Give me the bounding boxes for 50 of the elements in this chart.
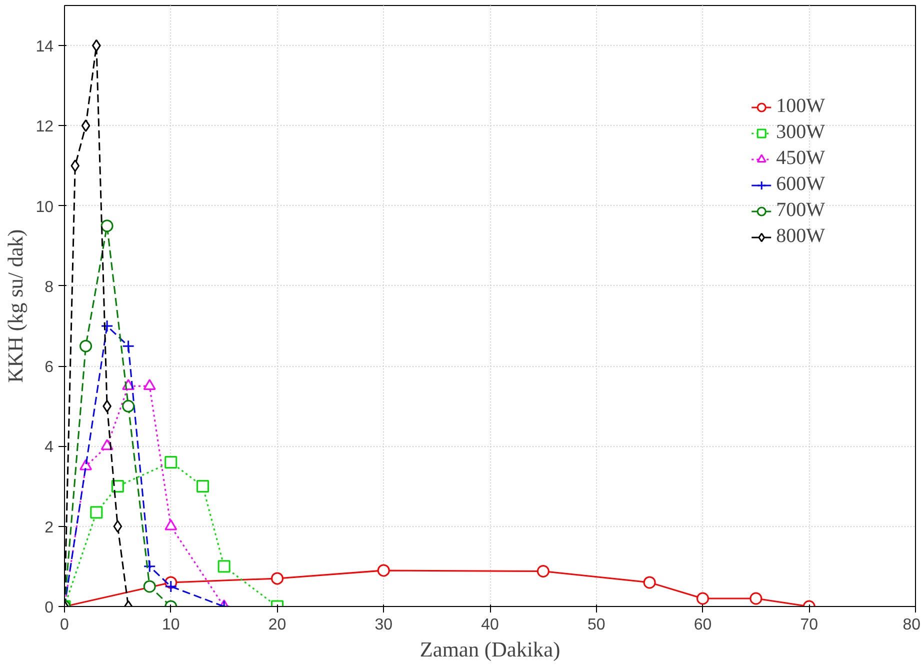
legend-label: 700W bbox=[776, 199, 825, 222]
point bbox=[643, 576, 656, 589]
point bbox=[70, 160, 80, 172]
point bbox=[81, 119, 90, 132]
point bbox=[164, 519, 178, 530]
point bbox=[111, 480, 124, 493]
y-tick-label: 4 bbox=[44, 439, 54, 456]
x-tick-label: 50 bbox=[587, 616, 606, 634]
point bbox=[696, 592, 709, 605]
point bbox=[100, 220, 114, 232]
point bbox=[80, 340, 92, 352]
point bbox=[164, 456, 178, 469]
point bbox=[164, 580, 178, 593]
point bbox=[90, 506, 103, 519]
x-tick-label: 30 bbox=[374, 616, 393, 634]
y-tick-label: 14 bbox=[36, 38, 54, 56]
point bbox=[122, 400, 135, 412]
x-tick-label: 60 bbox=[694, 616, 712, 634]
point bbox=[377, 564, 390, 577]
point bbox=[122, 340, 135, 352]
point bbox=[113, 520, 122, 533]
y-axis-title: KKH (kg su/ dak) bbox=[4, 229, 28, 383]
point bbox=[92, 39, 101, 52]
point bbox=[143, 580, 156, 593]
point bbox=[218, 560, 230, 573]
legend-label: 300W bbox=[776, 121, 825, 144]
x-tick-label: 20 bbox=[268, 616, 286, 634]
point bbox=[143, 560, 156, 573]
legend-label: 450W bbox=[776, 147, 825, 170]
legend-label: 600W bbox=[776, 173, 825, 196]
x-axis-title: Zaman (Dakika) bbox=[420, 638, 560, 662]
point bbox=[536, 565, 550, 578]
legend-label: 800W bbox=[776, 225, 825, 248]
x-tick-label: 10 bbox=[162, 616, 180, 634]
point bbox=[196, 480, 210, 493]
x-tick-label: 0 bbox=[60, 616, 70, 634]
point bbox=[271, 572, 284, 585]
y-tick-label: 0 bbox=[44, 600, 54, 616]
x-tick-label: 80 bbox=[902, 616, 921, 634]
y-tick-label: 12 bbox=[36, 118, 54, 136]
point bbox=[100, 320, 114, 332]
point bbox=[143, 379, 156, 390]
y-tick-label: 10 bbox=[36, 198, 54, 216]
y-tick-label: 2 bbox=[44, 519, 54, 536]
x-tick-label: 40 bbox=[481, 616, 499, 634]
x-tick-label: 70 bbox=[800, 616, 818, 634]
y-tick-label: 6 bbox=[44, 359, 54, 376]
point bbox=[750, 592, 762, 605]
legend-label: 100W bbox=[776, 95, 825, 118]
y-tick-label: 8 bbox=[44, 278, 54, 296]
